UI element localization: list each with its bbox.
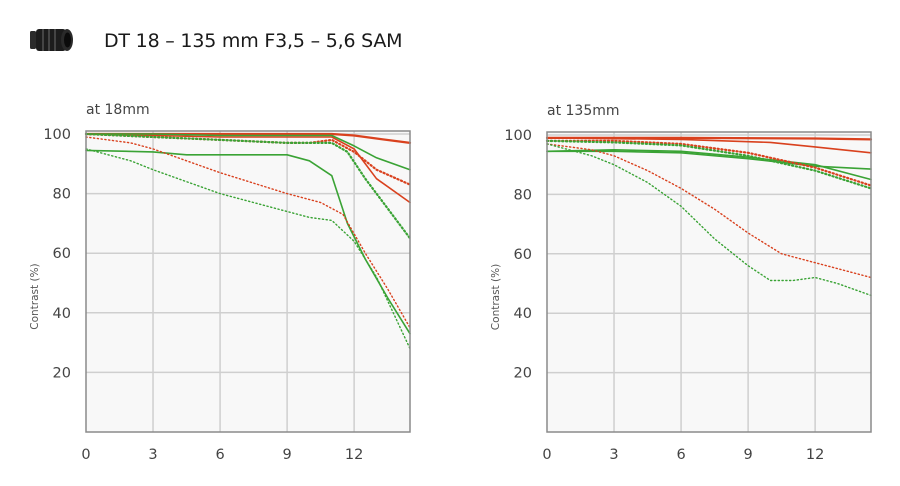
chart-panel-1: at 18mm 20 40 60 80 100 0 3 6 9 12 Contrast (%) (29, 102, 412, 463)
x-tick-label: 0 (542, 447, 551, 463)
y-tick-label: 80 (53, 187, 71, 203)
x-tick-label: 3 (609, 447, 618, 463)
series-line-3 (85, 133, 411, 171)
page-title: DT 18 – 135 mm F3,5 – 5,6 SAM (104, 30, 403, 52)
plot-frame (546, 131, 872, 433)
series-line-8 (85, 148, 411, 350)
x-tick-label: 0 (81, 447, 90, 463)
y-tick-label: 40 (514, 306, 532, 322)
chart-title: at 135mm (547, 103, 620, 119)
x-tick-label: 6 (676, 447, 685, 463)
y-tick-label: 20 (53, 365, 71, 381)
chart-title: at 18mm (86, 102, 150, 118)
series-line-8 (546, 143, 872, 297)
lens-icon (30, 29, 73, 51)
x-tick-label: 12 (345, 447, 363, 463)
plot-frame (85, 130, 411, 433)
series-line-7 (546, 143, 872, 279)
y-tick-label: 60 (514, 247, 532, 263)
y-axis-label: Contrast (%) (29, 263, 41, 329)
series-line-6 (545, 139, 873, 190)
plot-area (547, 132, 871, 432)
x-tick-label: 9 (743, 447, 752, 463)
x-tick-label: 9 (282, 447, 291, 463)
y-tick-label: 40 (53, 306, 71, 322)
x-tick-label: 6 (215, 447, 224, 463)
series-line-4 (546, 149, 872, 181)
y-tick-label: 100 (504, 128, 532, 144)
page-header: DT 18 – 135 mm F3,5 – 5,6 SAM (30, 24, 890, 60)
plot-area (86, 131, 410, 432)
series-line-2 (85, 133, 411, 204)
series-line-7 (85, 136, 411, 329)
x-tick-label: 12 (806, 447, 824, 463)
series-line-2 (546, 137, 872, 154)
x-tick-label: 3 (148, 447, 157, 463)
y-tick-label: 80 (514, 187, 532, 203)
y-tick-label: 100 (43, 127, 71, 143)
y-axis-label: Contrast (%) (490, 264, 502, 330)
y-tick-label: 60 (53, 246, 71, 262)
series-line-5 (545, 139, 873, 187)
series-line-6 (84, 132, 412, 240)
chart-panel-2: at 135mm 20 40 60 80 100 0 3 6 9 12 Contrast (%) (490, 103, 873, 463)
y-tick-label: 20 (514, 366, 532, 382)
